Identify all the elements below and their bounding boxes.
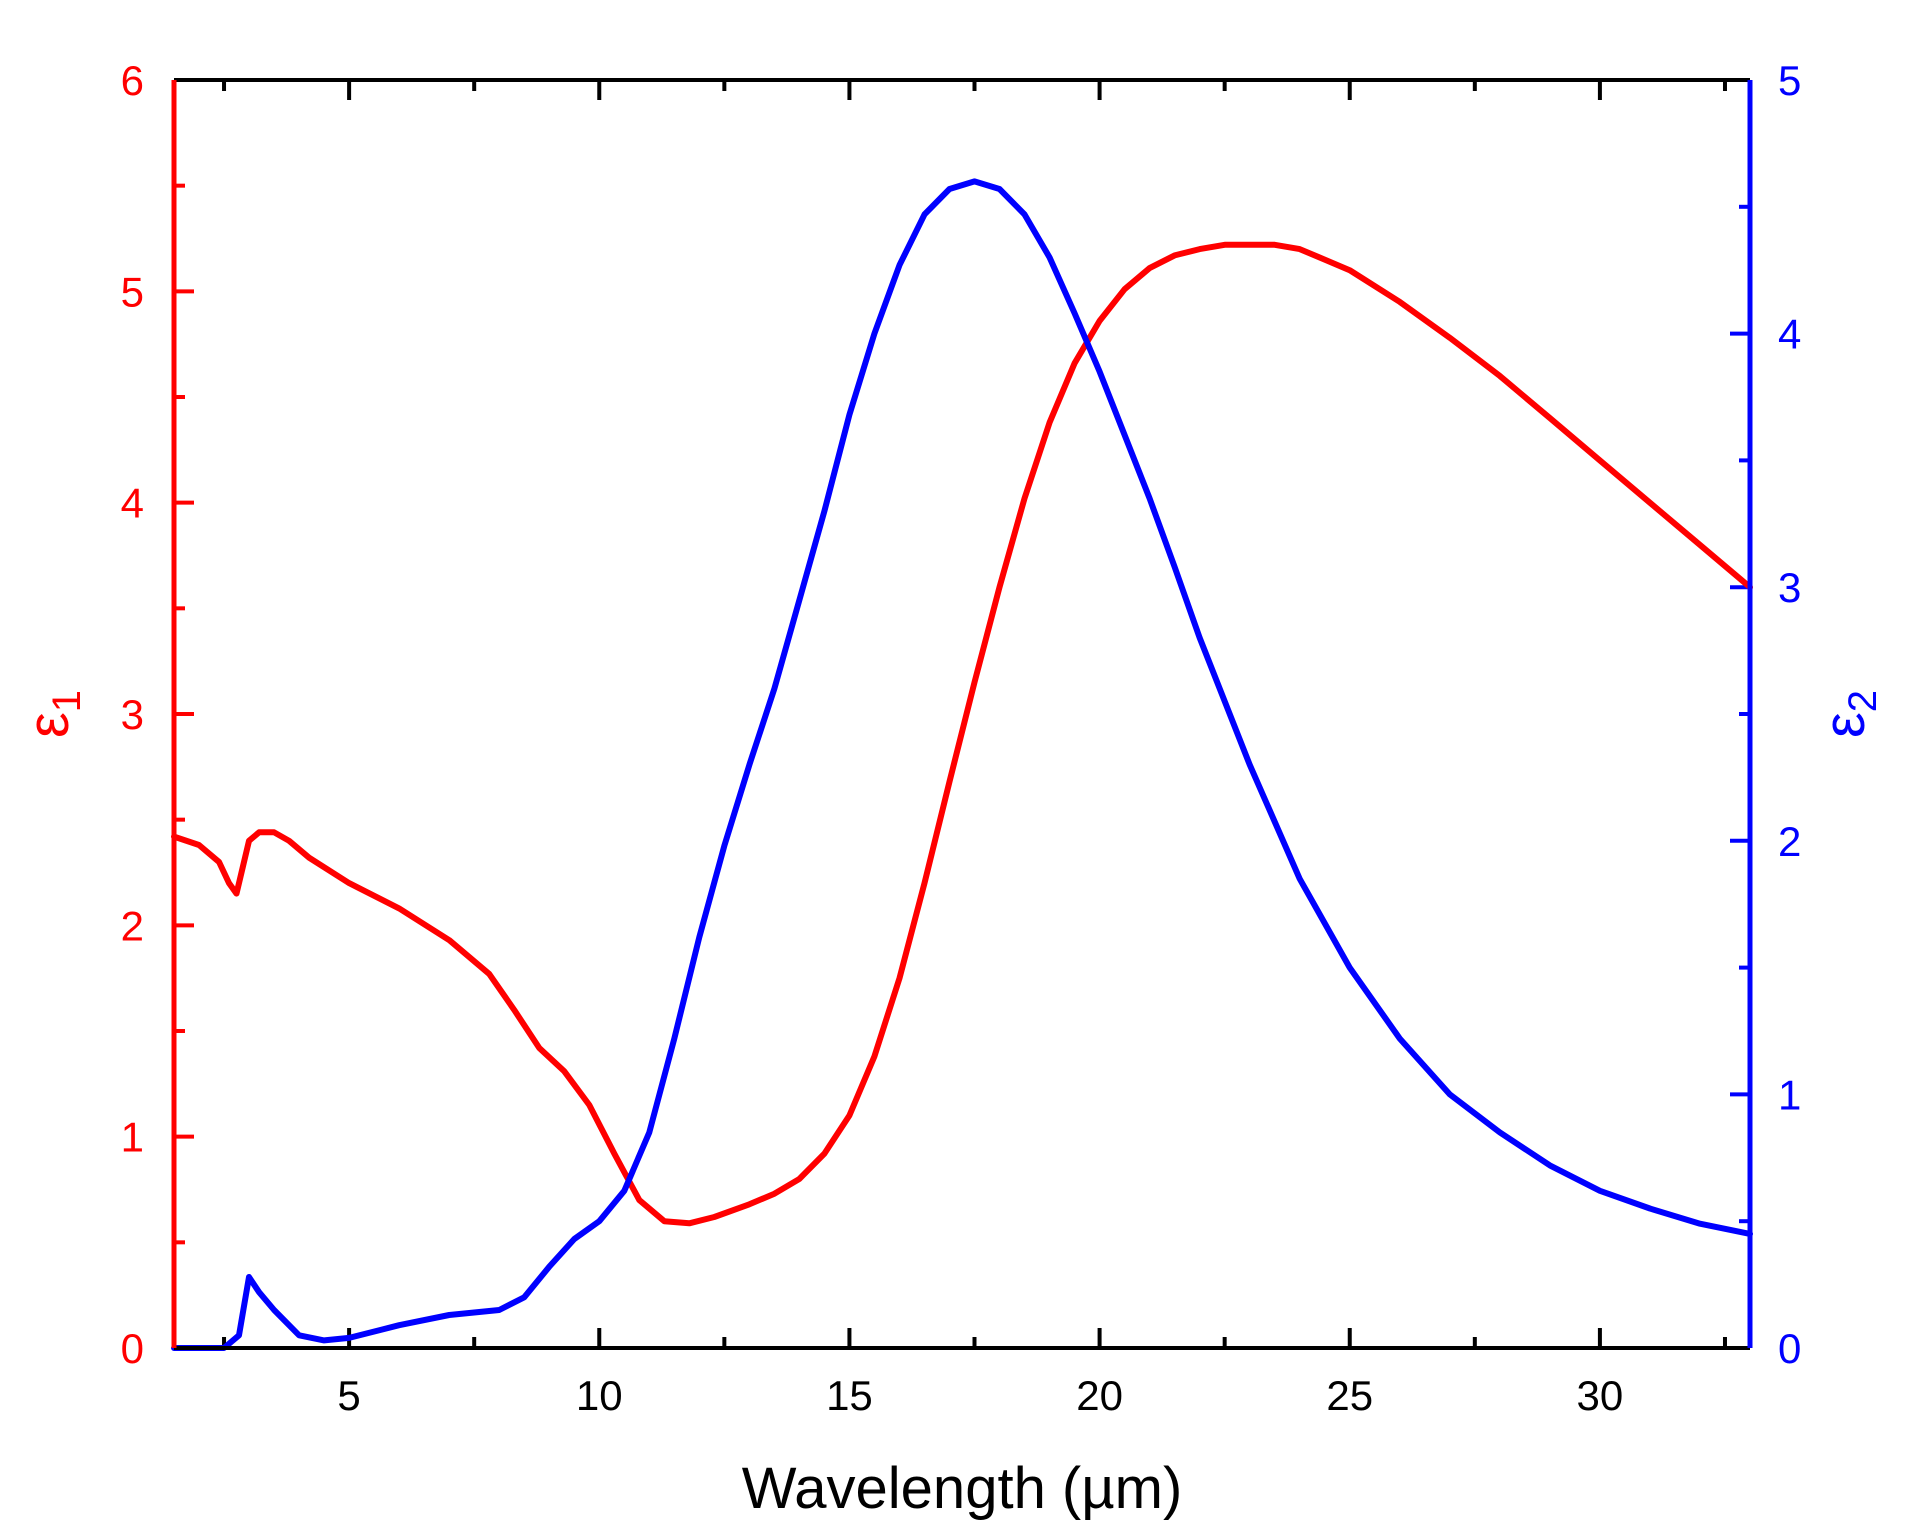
- y-right-tick-label: 5: [1778, 57, 1801, 104]
- chart-series: [171, 178, 1753, 1351]
- x-tick-label: 5: [337, 1372, 360, 1419]
- y-left-tick-label: 0: [121, 1325, 144, 1372]
- y-left-tick-label: 1: [121, 1114, 144, 1161]
- y-left-tick-label: 4: [121, 480, 144, 527]
- series-line-epsilon1: [171, 241, 1753, 1227]
- x-tick-label: 15: [826, 1372, 873, 1419]
- x-axis-title: Wavelength (µm): [742, 1456, 1183, 1521]
- y-right-tick-label: 3: [1778, 564, 1801, 611]
- y-right-title-subscript: 2: [1841, 690, 1885, 712]
- y-left-axis-title: ε1: [16, 690, 89, 738]
- x-tick-label: 10: [576, 1372, 623, 1419]
- y-right-axis-title: ε2: [1812, 690, 1885, 738]
- y-right-tick-label: 2: [1778, 818, 1801, 865]
- chart-frame: [171, 78, 1753, 1350]
- y-right-title-symbol: ε: [1812, 712, 1877, 738]
- x-tick-label: 30: [1577, 1372, 1624, 1419]
- y-right-tick-label: 1: [1778, 1071, 1801, 1118]
- y-left-title-subscript: 1: [45, 690, 89, 712]
- y-left-tick-label: 5: [121, 268, 144, 315]
- y-left-title-symbol: ε: [16, 712, 81, 738]
- x-tick-label: 20: [1076, 1372, 1123, 1419]
- y-right-tick-label: 0: [1778, 1325, 1801, 1372]
- y-left-tick-label: 2: [121, 902, 144, 949]
- series-line-epsilon2: [171, 178, 1753, 1351]
- chart-ticks: [174, 78, 1750, 1350]
- x-tick-label: 25: [1326, 1372, 1373, 1419]
- chart-labels: 5 10 15 20 25 30 0 1 2 3 4 5 6 0 1 2 3 4 5 Wavelength (µm) ε…: [16, 57, 1885, 1521]
- y-left-tick-label: 3: [121, 691, 144, 738]
- y-right-tick-label: 4: [1778, 311, 1801, 358]
- y-left-tick-label: 6: [121, 57, 144, 104]
